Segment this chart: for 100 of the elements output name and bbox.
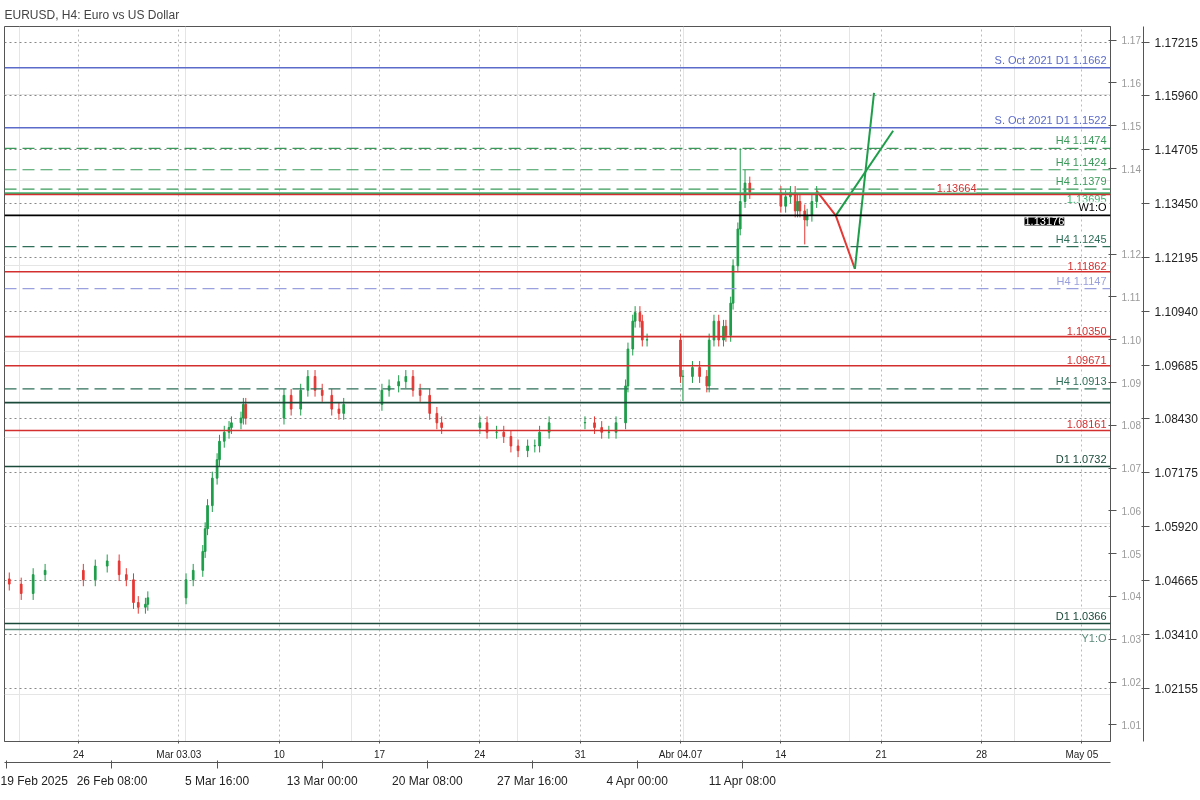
- x-tick-label: 20 Mar 08:00: [391, 773, 463, 788]
- chart-title: EURUSD, H4: Euro vs US Dollar: [4, 7, 180, 22]
- ref-line-label: H4 1.1147: [1056, 274, 1107, 287]
- y2-tick-label: 1.04: [1121, 591, 1142, 603]
- candlestick: [43, 563, 47, 582]
- x2-tick-label: 24: [72, 748, 85, 760]
- candlestick: [418, 383, 422, 403]
- x2-tick-label: Abr 04.07: [658, 748, 703, 760]
- candlestick: [222, 425, 226, 449]
- candlestick: [509, 429, 513, 453]
- candlestick: [607, 425, 611, 440]
- candlestick: [435, 406, 439, 430]
- ref-line-label: S. Oct 2021 D1 1.1662: [994, 53, 1107, 66]
- y-tick-label: 1.02155: [1154, 681, 1199, 696]
- x-tick-label: 13 Mar 00:00: [286, 773, 358, 788]
- candlestick: [779, 185, 783, 214]
- candlestick: [342, 397, 346, 421]
- ref-line-label: 1.08161: [1066, 418, 1107, 431]
- candlestick: [717, 314, 721, 347]
- candlestick: [31, 567, 35, 601]
- y2-tick-label: 1.03: [1121, 634, 1142, 646]
- candlestick: [313, 369, 317, 398]
- y-tick-label: 1.08430: [1154, 412, 1199, 427]
- y-tick-label: 1.05920: [1154, 520, 1199, 535]
- candlestick: [184, 572, 188, 605]
- ref-line-label: D1 1.0366: [1055, 609, 1107, 622]
- candlestick: [132, 572, 135, 610]
- y2-tick-label: 1.16: [1121, 77, 1142, 89]
- y2-tick-label: 1.10: [1121, 334, 1142, 346]
- x2-tick-label: 31: [574, 748, 587, 760]
- y-tick-label: 1.13450: [1154, 197, 1199, 212]
- ref-line-label: H4 1.0913: [1055, 374, 1107, 387]
- candlestick: [478, 415, 482, 435]
- ref-line-label: 1.09671: [1066, 353, 1107, 366]
- ref-line-label: 1.13664: [936, 182, 977, 195]
- ref-line-label: 1.10350: [1066, 324, 1107, 337]
- ref-line-label: S. Oct 2021 D1 1.1522: [994, 113, 1107, 126]
- y2-tick-label: 1.05: [1121, 548, 1142, 560]
- candlestick: [19, 577, 23, 601]
- x-tick-label: 19 Feb 2025: [0, 773, 69, 788]
- candlestick: [117, 553, 121, 582]
- x2-tick-label: Mar 03.03: [156, 748, 202, 760]
- ref-line-label: H4 1.1245: [1055, 232, 1107, 245]
- annotation: 1.13176: [1024, 215, 1065, 228]
- y-tick-label: 1.14705: [1154, 143, 1199, 158]
- y-tick-label: 1.17215: [1154, 35, 1199, 50]
- x-tick-label: 26 Feb 08:00: [76, 773, 148, 788]
- y2-tick-label: 1.15: [1121, 120, 1142, 132]
- x2-tick-label: 28: [975, 748, 988, 760]
- candlestick: [81, 563, 85, 587]
- candlestick: [803, 204, 807, 245]
- candlestick: [124, 567, 128, 587]
- candlestick: [698, 360, 701, 384]
- y2-tick-label: 1.11: [1121, 291, 1141, 303]
- candlestick: [299, 383, 303, 417]
- y-tick-label: 1.10940: [1154, 304, 1199, 319]
- y-tick-label: 1.07175: [1154, 466, 1199, 481]
- x2-tick-label: 24: [474, 748, 486, 760]
- candlestick: [583, 415, 587, 430]
- y-tick-label: 1.09685: [1154, 358, 1199, 373]
- ref-line-label: Y1:O: [1081, 631, 1107, 644]
- ref-line-label: D1 1.0732: [1055, 452, 1107, 465]
- x2-tick-label: 21: [875, 748, 888, 760]
- x2-tick-label: 10: [273, 748, 286, 760]
- candlestick: [330, 388, 334, 417]
- y2-tick-label: 1.06: [1121, 505, 1142, 517]
- y2-tick-label: 1.12: [1121, 249, 1142, 261]
- candlestick: [289, 388, 293, 417]
- ref-line-label: H4 1.1424: [1055, 155, 1107, 168]
- candlestick: [712, 314, 716, 347]
- candlestick: [191, 563, 195, 587]
- y2-tick-label: 1.07: [1121, 463, 1142, 475]
- candlestick: [784, 189, 787, 214]
- candlestick: [7, 572, 11, 592]
- y2-tick-label: 1.08: [1121, 420, 1142, 432]
- y2-tick-label: 1.17: [1121, 35, 1142, 47]
- candlestick: [146, 590, 150, 612]
- y-tick-label: 1.04665: [1154, 573, 1199, 588]
- candlestick: [227, 420, 231, 440]
- x-tick-label: 11 Apr 08:00: [708, 773, 777, 788]
- y-tick-label: 1.15960: [1154, 89, 1199, 104]
- ref-line-label: H4 1.1379: [1055, 175, 1107, 188]
- candlestick: [93, 559, 97, 587]
- y-tick-label: 1.03410: [1154, 627, 1199, 642]
- y2-tick-label: 1.14: [1121, 163, 1142, 175]
- x-tick-label: 27 Mar 16:00: [497, 773, 569, 788]
- candlestick: [411, 369, 415, 398]
- y2-tick-label: 1.09: [1121, 377, 1142, 389]
- candlestick: [705, 369, 709, 393]
- ref-line-label: 1.11862: [1067, 259, 1107, 272]
- candlestick: [428, 388, 432, 421]
- candlestick: [105, 553, 109, 574]
- x2-tick-label: 14: [775, 748, 787, 760]
- candlestick: [337, 402, 341, 421]
- candlestick: [516, 439, 520, 458]
- y-tick-label: 1.12195: [1154, 250, 1199, 265]
- ref-line-label: H4 1.1474: [1055, 134, 1107, 147]
- candlestick: [282, 388, 286, 426]
- candlestick: [810, 194, 814, 223]
- candlestick: [306, 369, 310, 398]
